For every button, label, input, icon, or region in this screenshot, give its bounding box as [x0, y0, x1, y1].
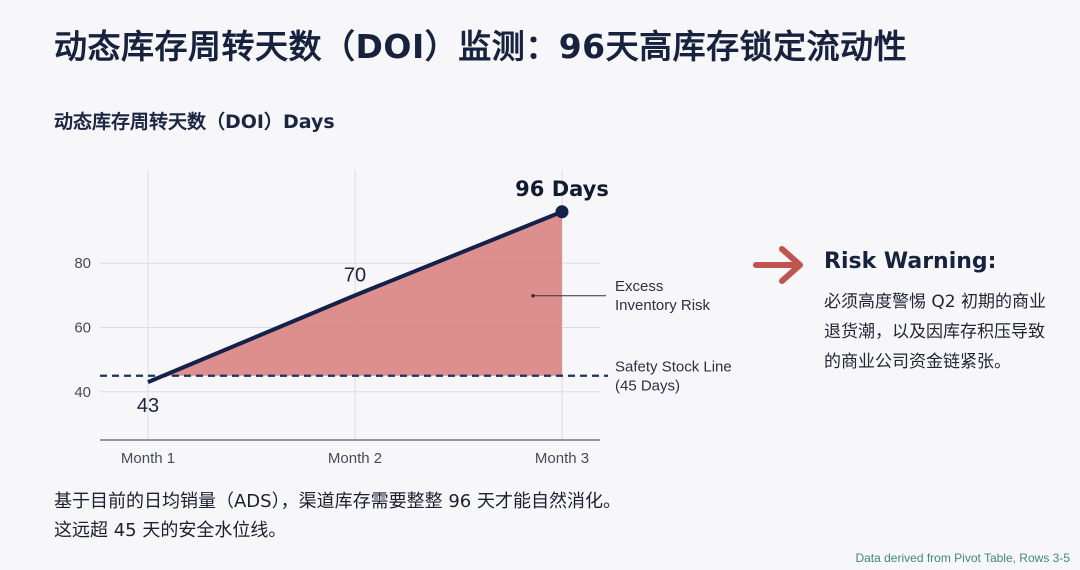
data-label: 70	[344, 264, 366, 286]
data-label: 96 Days	[515, 177, 609, 201]
source-note: Data derived from Pivot Table, Rows 3-5	[855, 551, 1070, 565]
x-tick-label: Month 3	[535, 450, 589, 467]
y-tick-label: 80	[74, 255, 91, 272]
safety-stock-label: Safety Stock Line	[615, 359, 732, 376]
excess-risk-pointer-dot	[531, 293, 535, 298]
y-tick-label: 40	[74, 384, 91, 401]
y-tick-label: 60	[74, 320, 91, 337]
chart-title: 动态库存周转天数（DOI）Days	[54, 111, 335, 133]
doi-series-line	[147, 209, 563, 384]
safety-stock-label: (45 Days)	[615, 378, 680, 395]
x-tick-label: Month 1	[121, 450, 175, 467]
note-line-2: 这远超 45 天的安全水位线。	[54, 520, 287, 541]
excess-risk-label: Inventory Risk	[615, 297, 711, 314]
risk-warning-text: 必须高度警惕 Q2 初期的商业退货潮，以及因库存积压导致的商业公司资金链紧张。	[824, 292, 1047, 372]
doi-chart: 40 60 80 Month 1 Month 2 Month 3 43 70 96 Days Ex…	[74, 170, 732, 467]
risk-warning-title: Risk Warning:	[824, 249, 997, 274]
chart-note: 基于目前的日均销量（ADS），渠道库存需要整整 96 天才能自然消化。 这远超 …	[54, 487, 621, 545]
note-line-1: 基于目前的日均销量（ADS），渠道库存需要整整 96 天才能自然消化。	[54, 491, 621, 512]
excess-risk-label: Excess	[615, 278, 663, 295]
page-title: 动态库存周转天数（DOI）监测：96天高库存锁定流动性	[54, 27, 908, 66]
data-label: 43	[137, 395, 159, 417]
end-point-marker	[555, 205, 569, 219]
x-tick-label: Month 2	[328, 450, 382, 467]
right-arrow-icon	[753, 246, 803, 284]
